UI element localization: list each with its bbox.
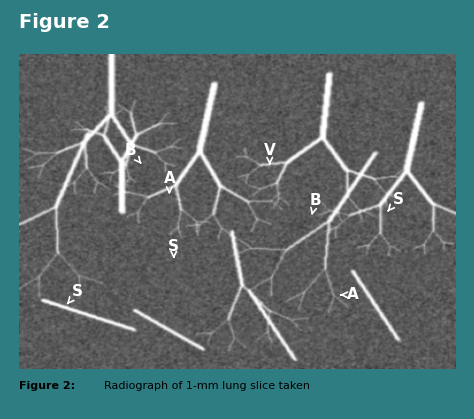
Text: Figure 2:: Figure 2:	[19, 381, 75, 391]
Text: A: A	[341, 287, 358, 303]
Text: B: B	[310, 193, 321, 214]
Text: Radiograph of 1-mm lung slice taken: Radiograph of 1-mm lung slice taken	[104, 381, 310, 391]
Text: B: B	[124, 143, 141, 163]
Text: Figure 2: Figure 2	[19, 13, 110, 32]
Text: V: V	[264, 143, 275, 164]
Text: A: A	[164, 171, 175, 193]
Text: S: S	[388, 191, 404, 211]
Text: S: S	[68, 284, 83, 303]
Text: S: S	[168, 239, 179, 257]
